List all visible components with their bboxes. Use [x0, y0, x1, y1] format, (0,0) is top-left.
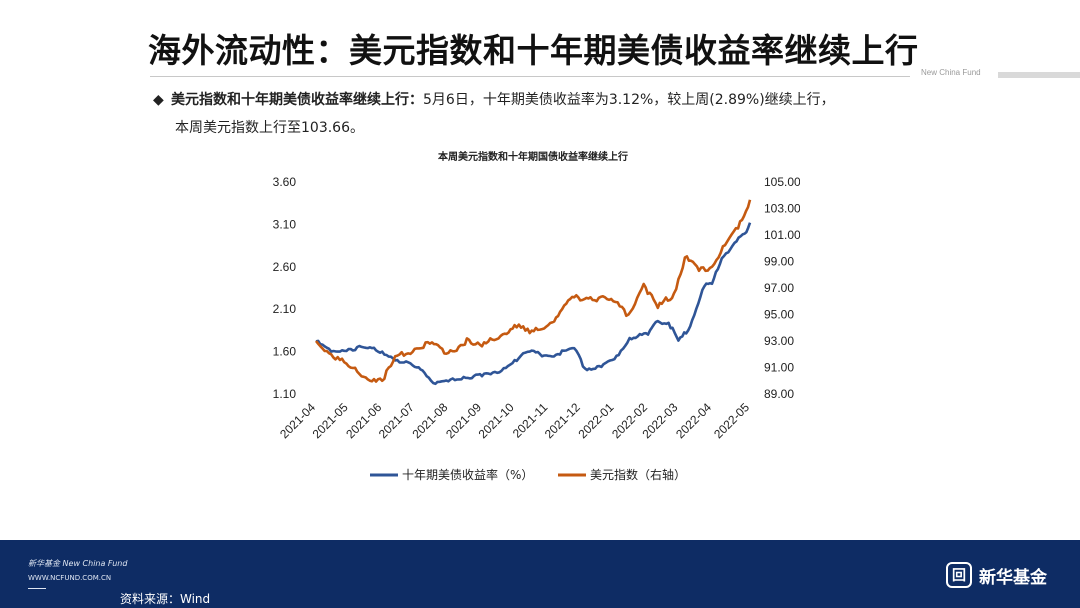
- summary-bold: 美元指数和十年期美债收益率继续上行：: [171, 92, 423, 108]
- brand-bar: [998, 72, 1080, 78]
- page-title: 海外流动性：美元指数和十年期美债收益率继续上行: [148, 31, 919, 70]
- chart-title: 本周美元指数和十年期国债收益率继续上行: [438, 150, 628, 163]
- y-right-tick-label: 95.00: [764, 308, 794, 322]
- footer-brand: 回 新华基金: [946, 562, 1047, 588]
- y-left-tick-label: 1.10: [273, 387, 297, 401]
- brand-name: 新华基金: [979, 567, 1047, 588]
- summary-text-2: 本周美元指数上行至103.66。: [175, 120, 364, 136]
- x-tick-label: 2022-04: [673, 400, 714, 441]
- footer-logo-text: 新华基金 New China Fund: [28, 559, 128, 568]
- legend-label-dollar-index: 美元指数（右轴）: [590, 467, 686, 482]
- legend-label-yield: 十年期美债收益率（%）: [402, 467, 533, 482]
- x-tick-label: 2022-05: [711, 400, 752, 441]
- y-left-tick-label: 3.10: [273, 217, 297, 231]
- x-tick-label: 2021-10: [476, 400, 517, 441]
- footer-bar: 新华基金 New China Fund WWW.NCFUND.COM.CN 资料…: [0, 540, 1080, 608]
- footer-url: WWW.NCFUND.COM.CN: [28, 574, 112, 582]
- x-tick-label: 2021-08: [409, 400, 450, 441]
- summary-text-1: 5月6日，十年期美债收益率为3.12%，较上周(2.89%)继续上行，: [423, 92, 835, 108]
- data-source: 资料来源：Wind: [120, 592, 211, 606]
- brand-logo-icon: 回: [946, 562, 972, 588]
- y-right-tick-label: 99.00: [764, 255, 794, 269]
- y-right-tick-label: 89.00: [764, 387, 794, 401]
- brand-small-text: New China Fund: [921, 68, 981, 77]
- y-right-tick-label: 93.00: [764, 334, 794, 348]
- diamond-bullet-icon: ◆: [153, 92, 164, 108]
- y-right-tick-label: 101.00: [764, 228, 800, 242]
- series-line-dollar-index: [314, 199, 752, 383]
- y-left-tick-label: 3.60: [273, 175, 297, 189]
- y-left-tick-label: 2.10: [273, 302, 297, 316]
- x-tick-label: 2021-12: [542, 400, 583, 441]
- y-left-tick-label: 2.60: [273, 260, 297, 274]
- chart-container: 本周美元指数和十年期国债收益率继续上行 1.10 1.60 2.10 2.60 3.10 3…: [240, 140, 801, 500]
- y-left-tick-label: 1.60: [273, 345, 297, 359]
- series-line-yield: [315, 222, 752, 386]
- x-tick-label: 2021-05: [310, 400, 351, 441]
- y-right-tick-label: 105.00: [764, 175, 800, 189]
- header-brand-line: New China Fund: [150, 68, 1080, 80]
- divider: [150, 76, 910, 77]
- y-right-tick-label: 97.00: [764, 281, 794, 295]
- summary-bullet: ◆ 美元指数和十年期美债收益率继续上行：5月6日，十年期美债收益率为3.12%，较…: [153, 86, 835, 142]
- x-tick-label: 2022-01: [575, 400, 616, 441]
- x-tick-label: 2021-07: [376, 400, 417, 441]
- line-chart: 本周美元指数和十年期国债收益率继续上行 1.10 1.60 2.10 2.60 3.10 3…: [273, 150, 801, 482]
- y-right-tick-label: 91.00: [764, 361, 794, 375]
- footer-dash: [28, 588, 46, 589]
- y-right-tick-label: 103.00: [764, 202, 800, 216]
